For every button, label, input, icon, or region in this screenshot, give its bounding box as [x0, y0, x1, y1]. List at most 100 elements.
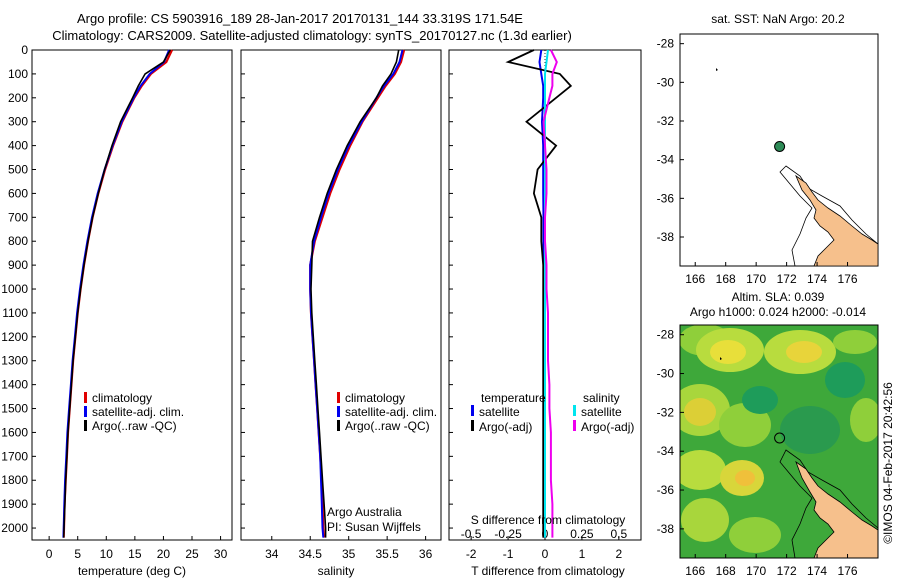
map-lat-tick-label: -36	[657, 483, 675, 497]
temperature-tick-label: 30	[214, 547, 228, 561]
temperature-legend: climatology satellite-adj. clim. Argo(..…	[84, 391, 184, 433]
depth-tick-label: 0	[21, 43, 28, 57]
temperature-tick-label: 15	[128, 547, 142, 561]
s-difference-axis-ticks: -0.5 -0.25 0 0.25 0.5	[461, 527, 628, 541]
series-line-salinity-satellite	[544, 49, 549, 538]
t-difference-xlabel: T difference from climatology	[471, 564, 625, 578]
pi-label: PI: Susan Wijffels	[327, 520, 421, 534]
legend-argo-raw: Argo(..raw -QC)	[345, 419, 430, 433]
temperature-tick-label: 0	[46, 547, 53, 561]
legend-t-argo-adj: Argo(-adj)	[479, 420, 532, 434]
bottom-map-ticks: 166 168 170 172 174 176 -28 -30 -32 -34 -36 -38	[657, 328, 858, 578]
temperature-tick-label: 25	[185, 547, 199, 561]
bottom-map-title-1: Altim. SLA: 0.039	[732, 290, 825, 304]
map-lat-tick-label: -38	[657, 230, 675, 244]
salinity-tick-label: 34.5	[299, 547, 323, 561]
legend-satellite-clim: satellite-adj. clim.	[92, 405, 184, 419]
legend-salinity-heading: salinity	[583, 391, 620, 405]
depth-tick-label: 1400	[1, 378, 28, 392]
depth-tick-label: 1800	[1, 473, 28, 487]
top-map-land	[795, 174, 878, 266]
legend-climatology: climatology	[345, 391, 405, 405]
legend-swatch-argo	[337, 420, 340, 431]
map-lon-tick-label: 170	[746, 564, 766, 578]
map-lon-tick-label: 166	[685, 564, 705, 578]
depth-tick-label: 200	[8, 91, 28, 105]
depth-tick-label: 100	[8, 67, 28, 81]
map-lat-tick-label: -30	[657, 367, 675, 381]
series-line-argo-raw-qc-	[310, 49, 400, 538]
map-lat-tick-label: -32	[657, 114, 675, 128]
series-line-climatology	[309, 49, 406, 538]
legend-satellite-clim: satellite-adj. clim.	[345, 405, 437, 419]
map-lat-tick-label: -32	[657, 405, 675, 419]
t-difference-tick-label: 1	[579, 547, 586, 561]
salinity-axis-ticks: 34 34.5 35 35.5 36	[265, 536, 433, 561]
argo-australia-label: Argo Australia	[327, 505, 402, 519]
salinity-tick-label: 35.5	[375, 547, 399, 561]
depth-tick-label: 1700	[1, 449, 28, 463]
depth-tick-label: 2000	[1, 521, 28, 535]
map-lat-tick-label: -34	[657, 444, 675, 458]
map-lat-tick-label: -34	[657, 153, 675, 167]
depth-tick-label: 1600	[1, 425, 28, 439]
depth-tick-label: 300	[8, 115, 28, 129]
depth-tick-label: 600	[8, 186, 28, 200]
t-difference-tick-label: 0	[542, 547, 549, 561]
salinity-series	[309, 49, 406, 538]
top-map-content	[716, 68, 878, 266]
salinity-tick-label: 34	[265, 547, 279, 561]
bottom-map-shelf-contour	[779, 449, 878, 558]
map-lon-tick-label: 174	[807, 272, 827, 286]
bottom-map-land	[795, 460, 878, 558]
depth-tick-label: 900	[8, 258, 28, 272]
depth-tick-label: 1900	[1, 497, 28, 511]
depth-tick-label: 400	[8, 139, 28, 153]
s-difference-tick-label: 0.5	[611, 527, 628, 541]
bottom-map-float-marker	[774, 432, 786, 444]
legend-swatch-satellite	[84, 406, 87, 417]
legend-swatch-s-argo	[573, 420, 576, 431]
legend-temperature-heading: temperature	[481, 391, 546, 405]
top-map-ticks: 166 168 170 172 174 176 -28 -30 -32 -34 -36 -38	[657, 37, 858, 286]
map-lon-tick-label: 172	[777, 564, 797, 578]
series-line-satellite-adj-clim-	[309, 49, 404, 538]
map-lon-tick-label: 168	[716, 272, 736, 286]
difference-legend: temperature satellite Argo(-adj) salinit…	[471, 391, 634, 434]
series-line-salinity-argo-adj-	[542, 49, 558, 538]
temperature-tick-label: 20	[157, 547, 171, 561]
bottom-map-title-2: Argo h1000: 0.024 h2000: -0.014	[690, 305, 866, 319]
map-lon-tick-label: 176	[838, 272, 858, 286]
temperature-tick-label: 5	[74, 547, 81, 561]
depth-tick-label: 500	[8, 163, 28, 177]
legend-swatch-t-argo	[471, 420, 474, 431]
depth-tick-label: 700	[8, 210, 28, 224]
bottom-map-island	[720, 357, 722, 360]
map-lon-tick-label: 168	[716, 564, 736, 578]
legend-argo-raw: Argo(..raw -QC)	[92, 419, 177, 433]
legend-swatch-s-satellite	[573, 405, 576, 416]
legend-s-satellite: satellite	[581, 405, 622, 419]
depth-tick-label: 1000	[1, 282, 28, 296]
temperature-xlabel: temperature (deg C)	[78, 564, 186, 578]
map-lat-tick-label: -28	[657, 328, 675, 342]
map-lon-tick-label: 166	[685, 272, 705, 286]
s-difference-xlabel: S difference from climatology	[471, 513, 626, 527]
legend-swatch-t-satellite	[471, 405, 474, 416]
map-lon-tick-label: 176	[838, 564, 858, 578]
top-map-float-marker	[774, 141, 786, 152]
depth-tick-label: 800	[8, 234, 28, 248]
figure-title-line2: Climatology: CARS2009. Satellite-adjuste…	[52, 28, 572, 43]
series-line-temperature-argo-adj-	[505, 49, 573, 538]
legend-swatch-climatology	[84, 392, 87, 403]
depth-tick-label: 1500	[1, 402, 28, 416]
map-lon-tick-label: 172	[777, 272, 797, 286]
figure-title-line1: Argo profile: CS 5903916_189 28-Jan-2017…	[77, 11, 523, 26]
legend-t-satellite: satellite	[479, 405, 520, 419]
map-lat-tick-label: -28	[657, 37, 675, 51]
t-difference-axis-ticks: -2 -1 0 1 2	[466, 536, 623, 561]
legend-swatch-climatology	[337, 392, 340, 403]
legend-swatch-argo	[84, 420, 87, 431]
map-lon-tick-label: 170	[746, 272, 766, 286]
temperature-tick-label: 10	[100, 547, 114, 561]
